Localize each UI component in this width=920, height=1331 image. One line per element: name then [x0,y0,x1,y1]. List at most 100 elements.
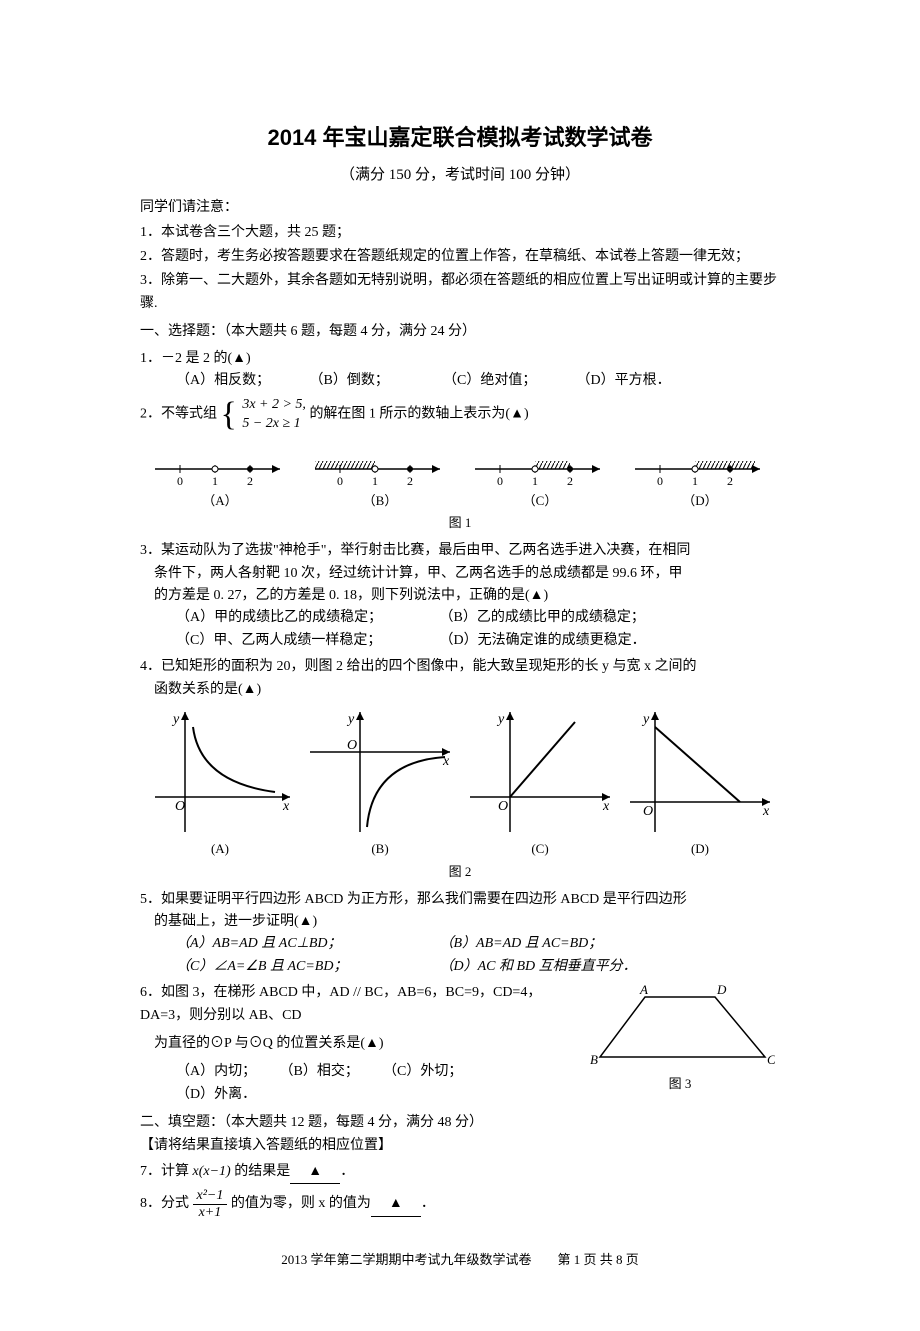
q7-post: 的结果是 [231,1164,291,1179]
q1-opt-c: （C）绝对值； [443,370,573,392]
q1-opt-b: （B）倒数； [310,370,440,392]
q6-l1: 6．如图 3，在梯形 ABCD 中，AD // BC，AB=6，BC=9，CD=… [140,982,580,1027]
q8-num: x²−1 [193,1188,228,1204]
svg-text:y: y [346,712,355,727]
notice-3: 3．除第一、二大题外，其余各题如无特别说明，都必须在答题纸的相应位置上写出证明或… [140,270,780,315]
svg-text:0: 0 [497,474,503,488]
section-2-note: 【请将结果直接填入答题纸的相应位置】 [140,1135,780,1157]
q6-opt-b: （B）相交； [280,1061,380,1083]
svg-text:x: x [762,804,770,819]
q2-cap-a: （A） [150,491,290,512]
question-8: 8．分式 x²−1 x+1 的值为零，则 x 的值为▲． [140,1188,780,1220]
q2-pre: 2．不等式组 [140,407,217,422]
q2-system: 3x + 2 > 5, 5 − 2x ≥ 1 [242,396,306,432]
question-1: 1．－2 是 2 的(▲) （A）相反数； （B）倒数； （C）绝对值； （D）… [140,348,780,393]
page-footer: 2013 学年第二学期期中考试九年级数学试卷 第 1 页 共 8 页 [140,1250,780,1271]
svg-text:O: O [498,799,508,814]
page-title: 2014 年宝山嘉定联合模拟考试数学试卷 [140,120,780,155]
notice-2: 2．答题时，考生务必按答题要求在答题纸规定的位置上作答，在草稿纸、本试卷上答题一… [140,246,780,268]
svg-text:O: O [643,804,653,819]
svg-text:1: 1 [532,474,538,488]
q8-pre: 8．分式 [140,1196,189,1211]
q3-l3: 的方差是 0. 27，乙的方差是 0. 18，则下列说法中，正确的是(▲) [140,585,780,607]
svg-text:1: 1 [372,474,378,488]
svg-text:A: A [639,982,648,997]
svg-text:1: 1 [692,474,698,488]
svg-text:2: 2 [567,474,573,488]
svg-text:2: 2 [247,474,253,488]
q1-opt-a: （A）相反数； [176,370,306,392]
q6-l2: 为直径的⊙P 与⊙Q 的位置关系是(▲) [140,1033,580,1055]
numberline-c: 0 1 2 [470,439,610,489]
q2-cap-d: （D） [630,491,770,512]
svg-text:0: 0 [657,474,663,488]
q3-opt-b: （B）乙的成绩比甲的成绩稳定； [440,607,700,629]
q4-l2: 函数关系的是(▲) [140,679,780,701]
q5-opt-d: （D）AC 和 BD 互相垂直平分． [440,956,700,978]
svg-text:y: y [496,712,505,727]
q4-cap-b: (B) [305,839,455,860]
q7-expr: x(x−1) [193,1164,231,1179]
q7-end: ． [340,1164,354,1179]
q3-opt-a: （A）甲的成绩比乙的成绩稳定； [176,607,436,629]
q8-blank: ▲ [371,1193,421,1216]
graph-a: O x y [145,707,295,837]
q5-opt-a: （A）AB=AD 且 AC⊥BD； [176,933,436,955]
q3-opt-d: （D）无法确定谁的成绩更稳定． [440,630,700,652]
notice-head: 同学们请注意： [140,197,780,219]
q6-opt-a: （A）内切； [176,1061,276,1083]
question-5: 5．如果要证明平行四边形 ABCD 为正方形，那么我们需要在四边形 ABCD 是… [140,889,780,979]
numberline-a: 0 1 2 [150,439,290,489]
graph-b: O x y [305,707,455,837]
q2-post: 的解在图 1 所示的数轴上表示为(▲) [309,407,528,422]
q4-cap-a: (A) [145,839,295,860]
q2-eq1: 3x + 2 > 5, [242,397,306,412]
svg-text:y: y [171,712,180,727]
svg-text:C: C [767,1052,775,1067]
q4-cap-d: (D) [625,839,775,860]
q7-pre: 7．计算 [140,1164,193,1179]
svg-text:y: y [641,712,650,727]
q5-l2: 的基础上，进一步证明(▲) [140,911,780,933]
section-1-heading: 一、选择题：（本大题共 6 题，每题 4 分，满分 24 分） [140,321,780,343]
q5-opt-c: （C）∠A=∠B 且 AC=BD； [176,956,436,978]
q6-opt-d: （D）外离． [176,1084,276,1106]
notice-1: 1．本试卷含三个大题，共 25 题； [140,222,780,244]
q6-opt-c: （C）外切； [383,1061,483,1083]
svg-text:1: 1 [212,474,218,488]
svg-text:O: O [175,799,185,814]
svg-text:2: 2 [407,474,413,488]
q4-cap-c: (C) [465,839,615,860]
q8-end: ． [421,1196,435,1211]
q8-den: x+1 [193,1205,228,1220]
svg-text:0: 0 [337,474,343,488]
trapezoid-figure: A D B C [585,982,775,1072]
q5-opt-b: （B）AB=AD 且 AC=BD； [440,933,700,955]
q2-numberlines: 0 1 2 （A） 0 1 2 [140,439,780,512]
question-7: 7．计算 x(x−1) 的结果是▲． [140,1161,780,1184]
q1-stem: 1．－2 是 2 的(▲) [140,348,780,370]
svg-text:0: 0 [177,474,183,488]
svg-text:B: B [590,1052,598,1067]
svg-text:x: x [602,799,610,814]
q7-blank: ▲ [290,1161,340,1184]
q8-mid: 的值为零，则 x 的值为 [231,1196,371,1211]
question-4: 4．已知矩形的面积为 20，则图 2 给出的四个图像中，能大致呈现矩形的长 y … [140,656,780,882]
numberline-b: 0 1 2 [310,439,450,489]
q5-l1: 5．如果要证明平行四边形 ABCD 为正方形，那么我们需要在四边形 ABCD 是… [140,889,780,911]
question-2: 2．不等式组 { 3x + 2 > 5, 5 − 2x ≥ 1 的解在图 1 所… [140,396,780,534]
q4-l1: 4．已知矩形的面积为 20，则图 2 给出的四个图像中，能大致呈现矩形的长 y … [140,656,780,678]
graph-c: O x y [465,707,615,837]
question-6: 6．如图 3，在梯形 ABCD 中，AD // BC，AB=6，BC=9，CD=… [140,982,780,1106]
q1-opt-d: （D）平方根． [577,370,707,392]
fig3-caption: 图 3 [580,1074,780,1095]
q3-opt-c: （C）甲、乙两人成绩一样稳定； [176,630,436,652]
q4-graphs: O x y (A) O x y (B) [140,707,780,860]
brace-icon: { [221,398,237,432]
svg-text:x: x [282,799,290,814]
fig2-caption: 图 2 [140,862,780,883]
question-3: 3．某运动队为了选拔"神枪手"，举行射击比赛，最后由甲、乙两名选手进入决赛，在相… [140,540,780,652]
q8-fraction: x²−1 x+1 [193,1188,228,1220]
svg-text:2: 2 [727,474,733,488]
q2-cap-c: （C） [470,491,610,512]
